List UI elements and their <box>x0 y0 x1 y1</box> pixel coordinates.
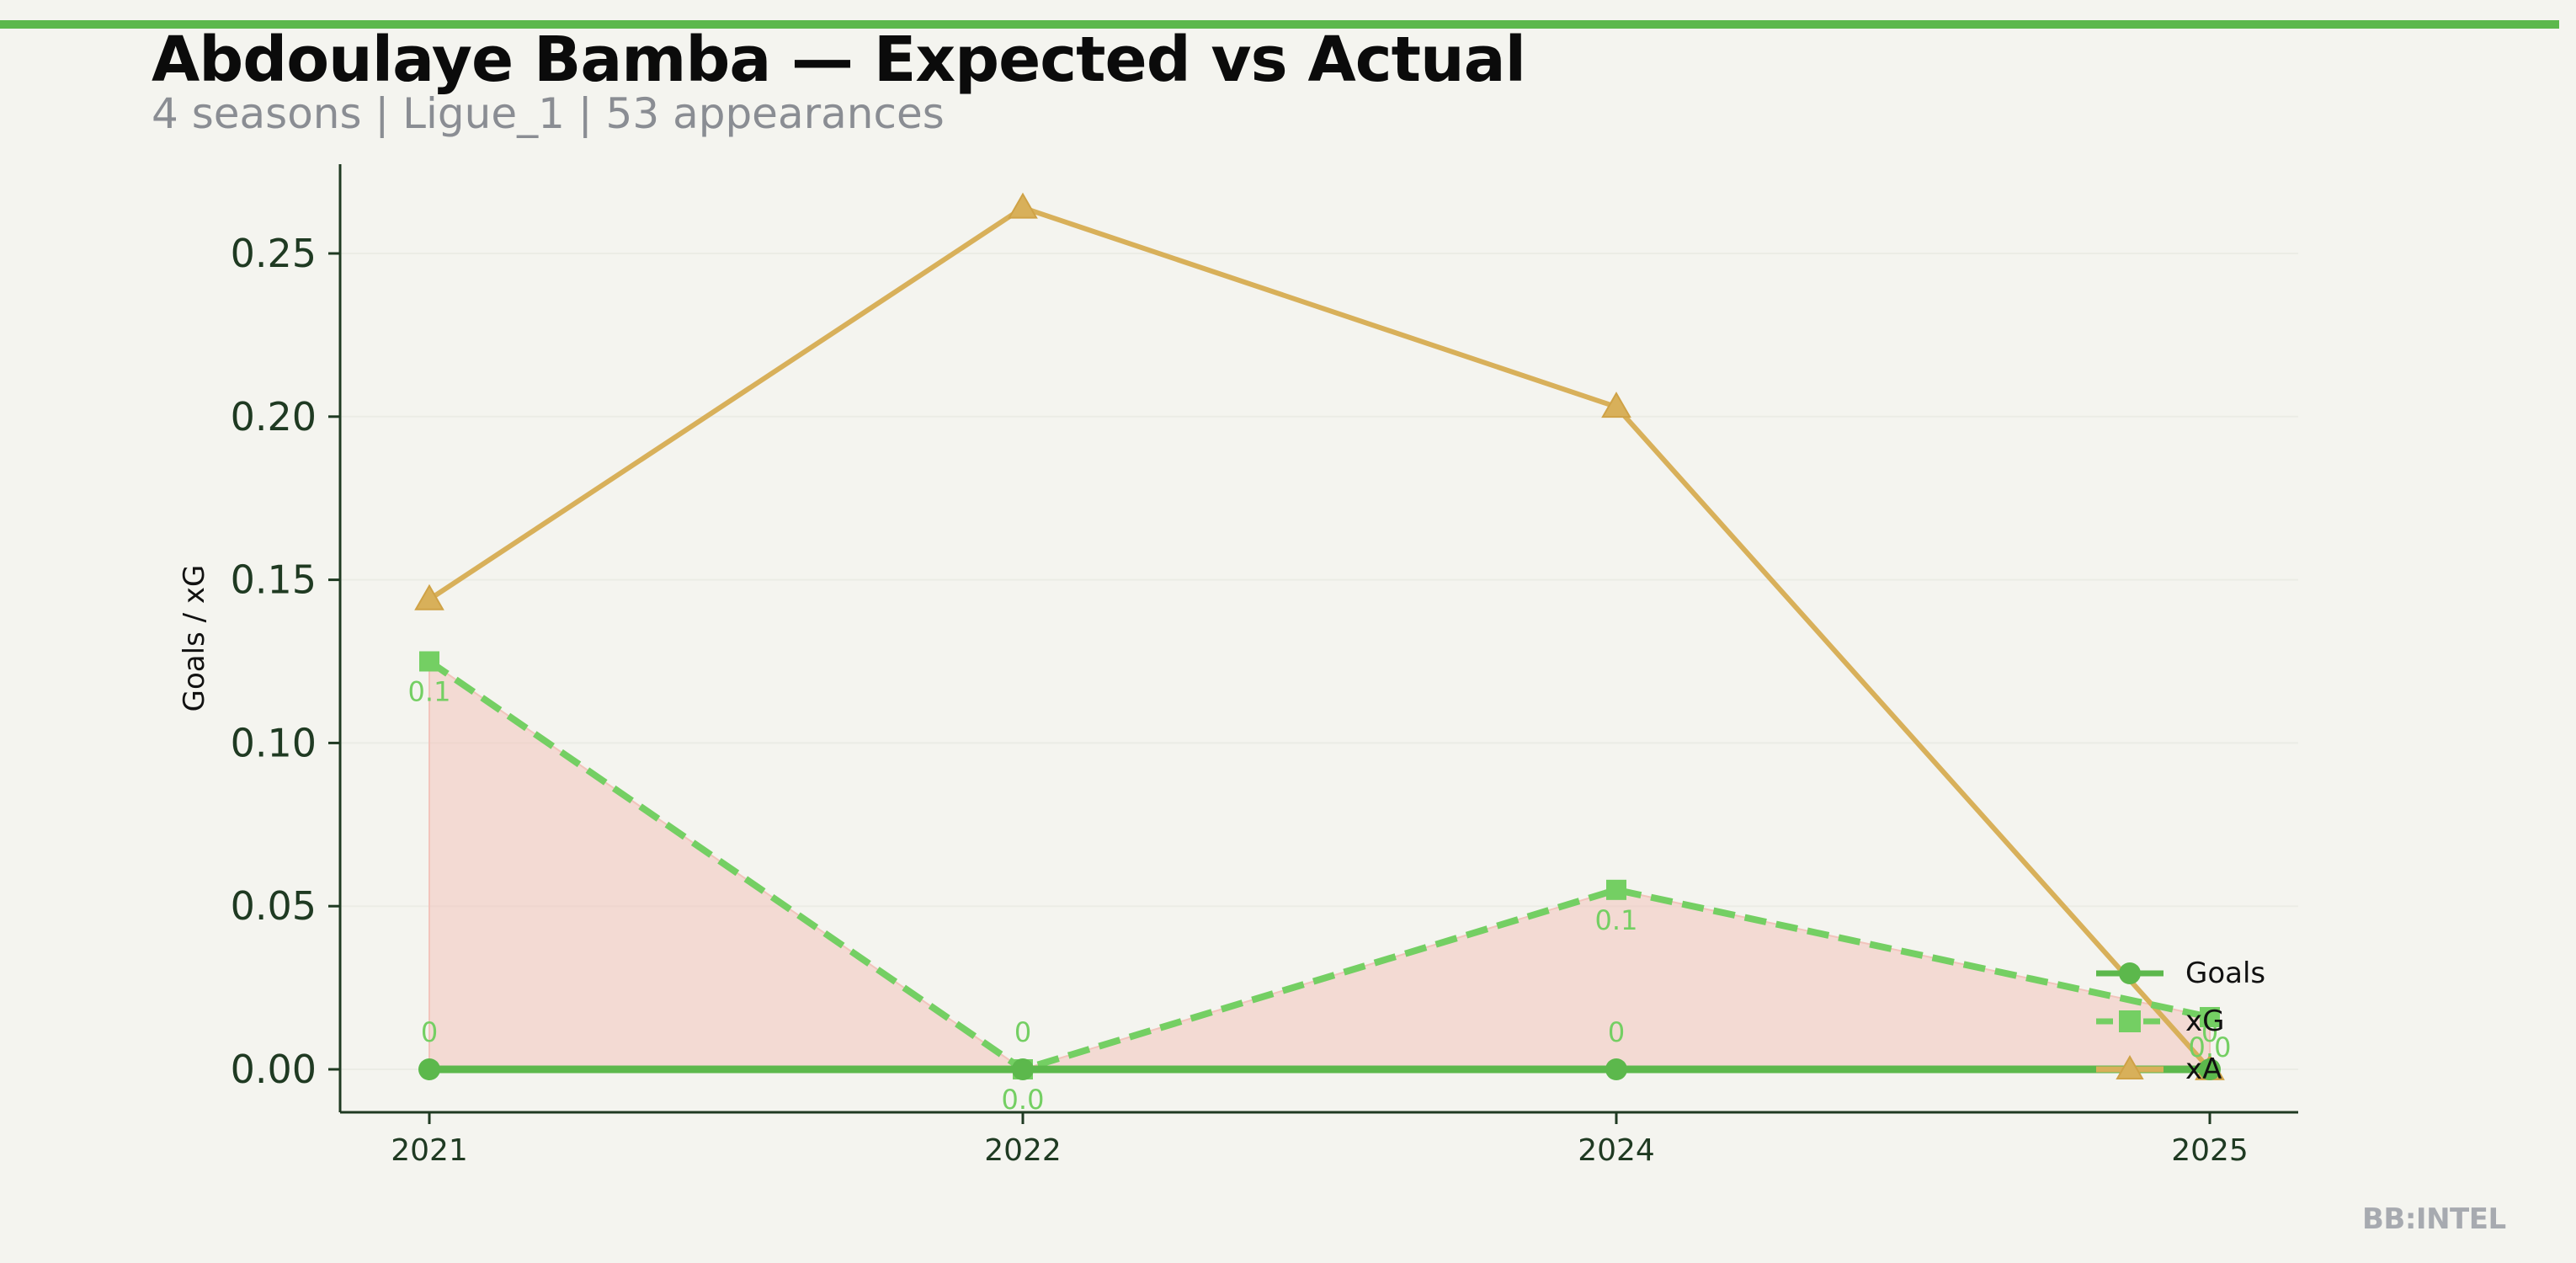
data-point-xa-2021 <box>414 584 444 610</box>
chart-subtitle: 4 seasons | Ligue_1 | 53 appearances <box>152 89 945 138</box>
data-point-goals-2024 <box>1605 1058 1627 1080</box>
legend-marker-xa <box>2116 1055 2144 1080</box>
data-label-xg-2021: 0.1 <box>408 676 451 708</box>
legend-item-goals: Goals <box>2093 950 2312 998</box>
data-label-xg-2024: 0.1 <box>1595 904 1638 936</box>
x-tick-label-2: 2024 <box>1578 1133 1655 1168</box>
series-line-xa <box>428 205 2212 1072</box>
data-label-goals-2022: 0 <box>1014 1016 1031 1048</box>
y-tick-label-5: 0.25 <box>231 231 317 276</box>
chart-legend: Goals xG xA <box>2093 950 2312 1094</box>
data-point-xg-2021 <box>419 651 439 672</box>
legend-item-xa: xA <box>2093 1046 2312 1094</box>
legend-swatch-xg <box>2096 1010 2164 1032</box>
y-tick-label-2: 0.10 <box>231 720 317 765</box>
legend-item-xg: xG <box>2093 998 2312 1046</box>
data-label-goals-2024: 0 <box>1608 1016 1625 1048</box>
data-label-goals-2021: 0 <box>421 1016 438 1048</box>
series-line-xg <box>427 658 2211 1074</box>
data-point-goals-2021 <box>418 1058 440 1080</box>
x-tick-label-0: 2021 <box>391 1133 468 1168</box>
x-tick-label-3: 2025 <box>2171 1133 2249 1168</box>
data-point-goals-2025 <box>2199 1058 2221 1080</box>
y-tick-label-3: 0.15 <box>231 557 317 603</box>
watermark: BB:INTEL <box>2362 1202 2506 1236</box>
legend-label-goals: Goals <box>2185 957 2266 990</box>
data-label-xg-2025: 0.0 <box>2189 1031 2232 1063</box>
shaded-area <box>428 659 2211 1071</box>
legend-marker-goals <box>2119 962 2141 984</box>
data-point-xa-2024 <box>1601 392 1631 418</box>
data-point-xa-2022 <box>1008 192 1038 219</box>
legend-swatch-xa <box>2096 1055 2164 1080</box>
legend-label-xa: xA <box>2185 1052 2222 1086</box>
y-axis-label: Goals / xG <box>178 565 211 712</box>
data-point-xg-2024 <box>1606 879 1626 900</box>
legend-label-xg: xG <box>2185 1005 2225 1038</box>
y-tick-label-0: 0.00 <box>231 1047 317 1092</box>
data-label-goals-2025: 0 <box>2201 1016 2218 1048</box>
x-tick-label-1: 2022 <box>984 1133 1062 1168</box>
y-tick-label-1: 0.05 <box>231 883 317 929</box>
data-label-xg-2022: 0.0 <box>1002 1084 1045 1116</box>
legend-marker-xg <box>2119 1010 2141 1032</box>
chart-title: Abdoulaye Bamba — Expected vs Actual <box>152 24 1526 96</box>
data-point-goals-2022 <box>1012 1058 1034 1080</box>
legend-swatch-goals <box>2096 962 2164 984</box>
accent-bar <box>0 20 2559 29</box>
data-point-xg-2025 <box>2200 1006 2220 1027</box>
y-tick-label-4: 0.20 <box>231 394 317 440</box>
